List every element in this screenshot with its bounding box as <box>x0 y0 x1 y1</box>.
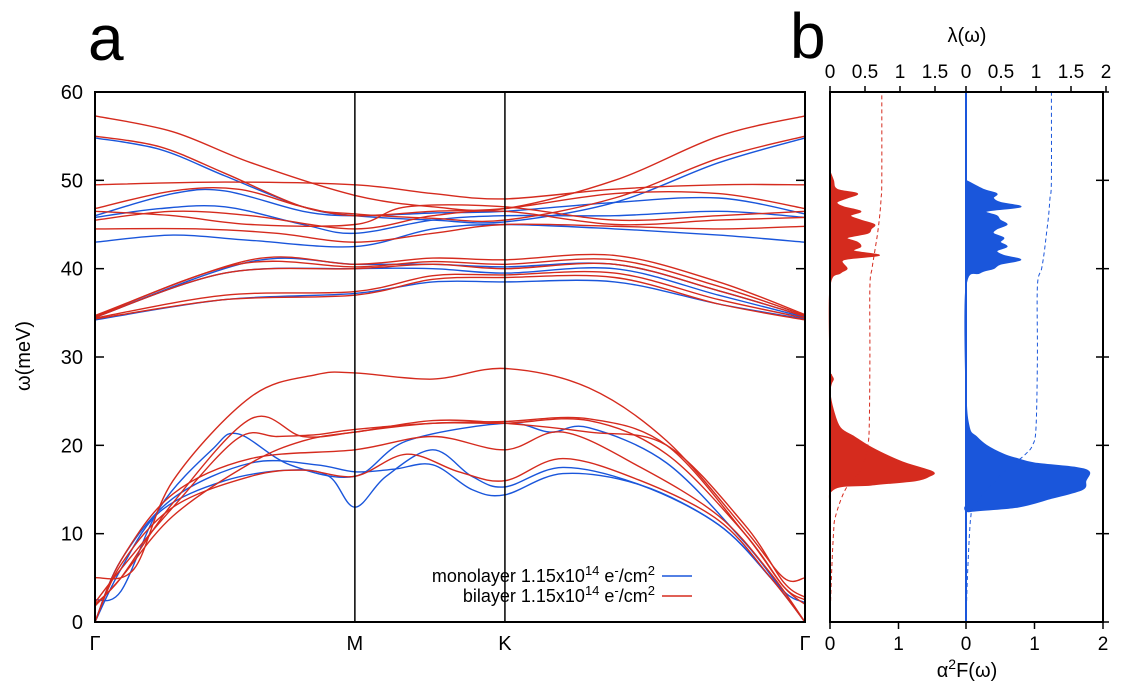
bilayer-branch <box>94 262 806 318</box>
x-tick-label: M <box>347 633 364 655</box>
panel-label-a: a <box>88 2 124 74</box>
y-tick-label: 40 <box>61 259 83 281</box>
bottom-tick-label: 1 <box>893 634 904 655</box>
monolayer-branch <box>94 205 806 235</box>
eliashberg-axes: 0 1 0 1 2 0 0.5 1 1.5 0 0.5 1 1.5 2 <box>825 62 1112 655</box>
top-tick-label: 1.5 <box>1058 62 1084 83</box>
bilayer-a2f-area <box>828 171 935 623</box>
a2f-curves <box>828 91 1091 623</box>
top-tick-label: 1 <box>1031 62 1042 83</box>
monolayer-a2f-area <box>964 179 1091 623</box>
x-tick-label: Γ <box>799 633 810 655</box>
y-tick-label: 10 <box>61 524 83 546</box>
bilayer-branch <box>94 453 806 623</box>
bilayer-branch <box>94 270 806 319</box>
bilayer-branch <box>94 253 806 317</box>
top-tick-label: 0 <box>961 62 972 83</box>
bilayer-branch <box>94 416 806 604</box>
top-tick-label: 0.5 <box>988 62 1014 83</box>
x-tick-label: Γ <box>89 633 100 655</box>
bottom-tick-label: 0 <box>961 634 972 655</box>
bilayer-branch <box>94 367 806 583</box>
bilayer-lambda-line <box>829 91 883 623</box>
top-axis-label: λ(ω) <box>948 25 987 47</box>
y-tick-label: 50 <box>61 170 83 192</box>
bilayer-branch <box>94 431 806 623</box>
monolayer-lambda-line <box>965 91 1052 623</box>
monolayer-branch <box>94 188 806 217</box>
y-tick-label: 60 <box>61 82 83 104</box>
monolayer-branch <box>94 422 806 604</box>
top-tick-label: 0 <box>825 62 836 83</box>
top-tick-label: 1.5 <box>922 62 948 83</box>
monolayer-branch <box>94 257 806 318</box>
top-tick-label: 1 <box>895 62 906 83</box>
legend-mono-label: monolayer 1.15x1014 e-/cm2 <box>432 563 655 586</box>
monolayer-branch <box>94 459 806 623</box>
y-tick-label: 20 <box>61 435 83 457</box>
x-tick-label: K <box>498 633 512 655</box>
bilayer-branch <box>94 135 806 223</box>
panel-label-b: b <box>790 0 826 72</box>
band-curves <box>94 115 806 623</box>
y-tick-label: 0 <box>72 612 83 634</box>
bilayer-branch <box>94 274 806 321</box>
bilayer-branch <box>94 210 806 230</box>
top-tick-label: 2 <box>1101 62 1112 83</box>
top-tick-label: 0.5 <box>852 62 878 83</box>
y-tick-label: 30 <box>61 347 83 369</box>
bilayer-branch <box>94 415 806 605</box>
legend-bi-label: bilayer 1.15x1014 e-/cm2 <box>463 583 655 606</box>
bottom-tick-label: 1 <box>1029 634 1040 655</box>
bilayer-branch <box>94 258 806 318</box>
bilayer-branch <box>94 187 806 217</box>
bottom-axis-label: α2F(ω) <box>937 656 998 682</box>
bottom-tick-label: 2 <box>1098 634 1109 655</box>
legend: monolayer 1.15x1014 e-/cm2 bilayer 1.15x… <box>432 563 692 606</box>
plot-frame <box>94 91 806 623</box>
bilayer-branch <box>94 223 806 243</box>
bilayer-branch <box>94 115 806 212</box>
monolayer-branch <box>94 279 806 321</box>
eliashberg-panel: 0 1 0 1 2 0 0.5 1 1.5 0 0.5 1 1.5 2 λ(ω) α2F(ω) <box>825 25 1112 682</box>
y-axis-label: ω(meV) <box>13 321 35 391</box>
monolayer-branch <box>94 223 806 248</box>
bilayer-branch <box>94 181 806 200</box>
bottom-tick-label: 0 <box>825 634 836 655</box>
